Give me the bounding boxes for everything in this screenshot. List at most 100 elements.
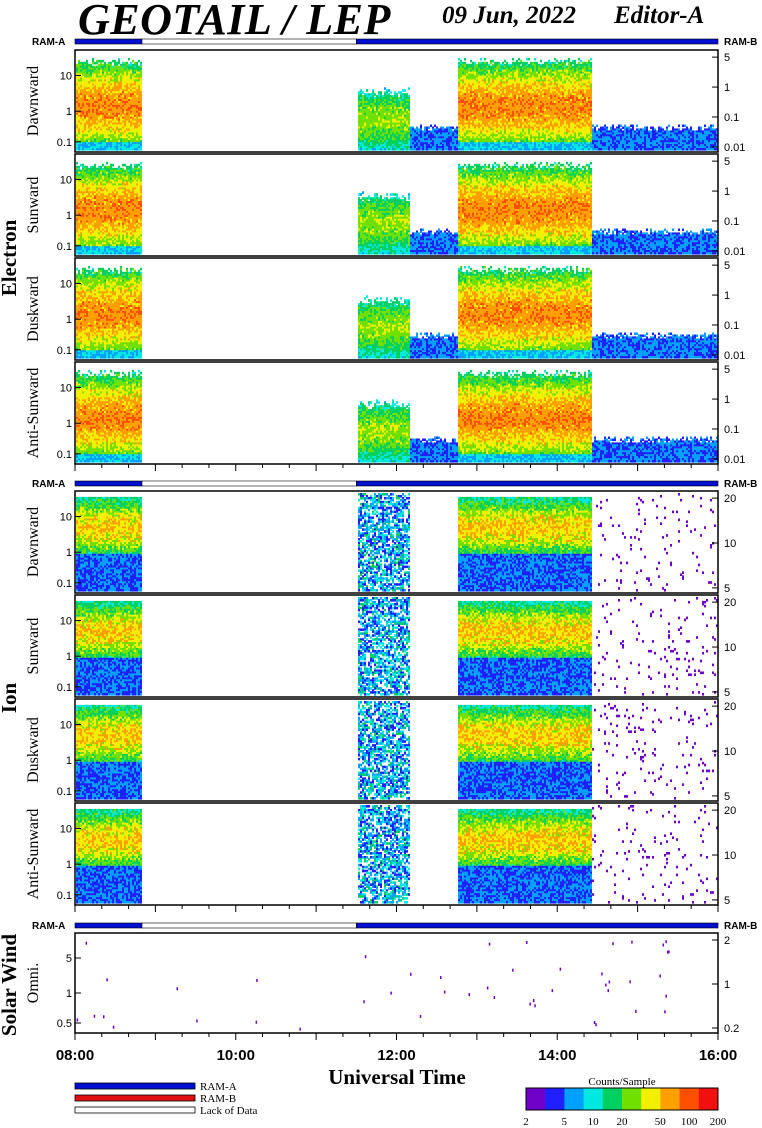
legend-swatch [75, 1107, 195, 1113]
legend-label: RAM-B [200, 1093, 236, 1105]
y-tick-label: 0.1 [57, 137, 72, 149]
panel-ion-sunward [75, 595, 718, 697]
solar-wind-mark [77, 1019, 79, 1022]
panel-label: Omni. [25, 963, 42, 1003]
solar-wind-mark [86, 942, 88, 945]
ram-segment [75, 481, 142, 486]
right-tick-label: 1 [724, 979, 730, 991]
colorbar-cell [680, 1088, 700, 1110]
panel-electron-duskward [75, 258, 718, 360]
x-tick-label: 10:00 [217, 1047, 255, 1064]
solar-wind-mark [533, 999, 535, 1002]
solar-wind-mark [299, 1028, 301, 1031]
colorbar-tick-label: 10 [588, 1116, 600, 1128]
solar-wind-mark [612, 942, 614, 945]
y-tick-label: 1 [66, 755, 72, 767]
right-tick-label: 20 [724, 597, 736, 609]
right-tick-label: 0.1 [724, 112, 739, 124]
panel-label: Duskward [25, 276, 42, 342]
ram-segment [75, 39, 142, 44]
panel-ion-anti-sunward [75, 803, 718, 905]
panel-label: Anti-Sunward [25, 809, 42, 900]
right-tick-label: 1 [724, 394, 730, 406]
panel-solar-wind-omni. [75, 933, 718, 1033]
y-tick-label: 0.1 [57, 578, 72, 590]
legend-label: Lack of Data [200, 1105, 258, 1117]
right-tick-label: 5 [724, 791, 730, 803]
right-tick-label: 5 [724, 260, 730, 272]
right-tick-label: 10 [724, 642, 736, 654]
right-tick-label: 10 [724, 746, 736, 758]
ram-segment [142, 39, 356, 44]
right-tick-label: 5 [724, 687, 730, 699]
ram-segment [356, 923, 718, 928]
y-tick-label: 0.1 [57, 786, 72, 798]
colorbar-tick-label: 100 [681, 1116, 698, 1128]
panel-label: Sunward [25, 618, 42, 675]
ram-right-label: RAM-B [724, 37, 757, 48]
solar-wind-mark [94, 1015, 96, 1018]
panel-electron-anti-sunward [75, 362, 718, 464]
y-tick-label: 10 [60, 824, 72, 836]
y-tick-label: 10 [60, 512, 72, 524]
right-tick-label: 1 [724, 186, 730, 198]
y-tick-label: 1 [66, 859, 72, 871]
colorbar-cell [699, 1088, 719, 1110]
solar-wind-mark [512, 969, 514, 972]
ram-segment [356, 481, 718, 486]
solar-wind-mark [256, 1021, 258, 1024]
right-tick-label: 20 [724, 701, 736, 713]
y-tick-label: 10 [60, 175, 72, 187]
ram-bar [75, 481, 718, 486]
colorbar-tick-label: 20 [617, 1116, 629, 1128]
solar-wind-mark [629, 980, 631, 983]
x-tick-label: 12:00 [377, 1047, 415, 1064]
solar-wind-mark [469, 993, 471, 996]
solar-wind-mark [103, 1015, 105, 1018]
y-tick-label: 0.1 [57, 890, 72, 902]
group-label: Electron [0, 219, 21, 296]
ram-left-label: RAM-A [32, 37, 65, 48]
colorbar-tick-label: 50 [655, 1116, 667, 1128]
y-tick-label: 0.1 [57, 682, 72, 694]
right-tick-label: 2 [724, 935, 730, 947]
right-tick-label: 5 [724, 583, 730, 595]
y-tick-label: 0.5 [57, 1018, 72, 1030]
colorbar-cell [564, 1088, 584, 1110]
solar-wind-mark [410, 973, 412, 976]
right-tick-label: 20 [724, 805, 736, 817]
right-tick-label: 1 [724, 82, 730, 94]
legend-label: RAM-A [200, 1081, 237, 1093]
panel-label: Dawnward [25, 66, 42, 136]
solar-wind-mark [595, 1023, 597, 1026]
x-tick-label: 08:00 [56, 1047, 94, 1064]
legend-swatch [75, 1095, 195, 1101]
solar-wind-mark [113, 1026, 115, 1029]
panel-label: Duskward [25, 717, 42, 783]
solar-wind-mark [365, 955, 367, 958]
solar-wind-mark [444, 991, 446, 994]
colorbar-cell [545, 1088, 565, 1110]
solar-wind-mark [609, 981, 611, 984]
solar-wind-mark [440, 976, 442, 979]
panel-label: Dawnward [25, 507, 42, 577]
group-label: Solar Wind [0, 934, 21, 1036]
solar-wind-mark [667, 951, 669, 954]
solar-wind-mark [487, 987, 489, 990]
y-tick-label: 10 [60, 616, 72, 628]
ram-left-label: RAM-A [32, 921, 65, 932]
solar-wind-mark [601, 972, 603, 975]
colorbar-cell [584, 1088, 604, 1110]
solar-wind-mark [659, 975, 661, 978]
right-tick-label: 0.01 [724, 246, 745, 258]
solar-wind-mark [489, 943, 491, 946]
colorbar-tick-label: 2 [523, 1116, 529, 1128]
colorbar-tick-label: 200 [710, 1116, 727, 1128]
colorbar-cell [660, 1088, 680, 1110]
ram-segment [356, 39, 718, 44]
colorbar-cell [622, 1088, 642, 1110]
ram-segment [142, 481, 356, 486]
ram-bar [75, 39, 718, 44]
x-tick-label: 16:00 [699, 1047, 737, 1064]
